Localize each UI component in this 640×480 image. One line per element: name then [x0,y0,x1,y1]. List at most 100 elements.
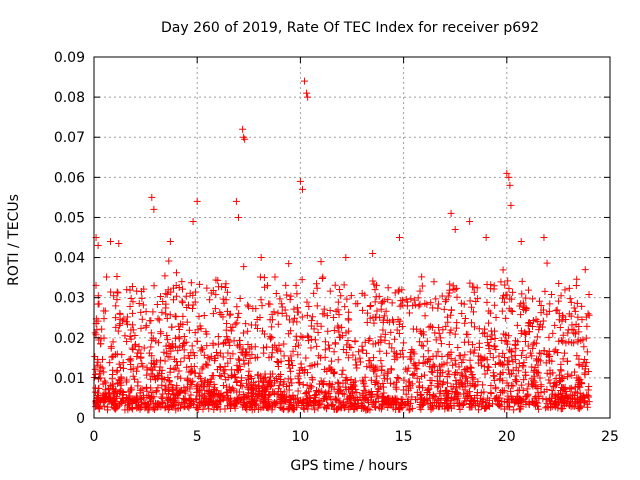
y-tick-label: 0.07 [54,130,85,146]
x-tick-label: 10 [291,429,309,445]
data-point [313,284,321,292]
data-point [510,406,518,414]
data-point [224,336,232,344]
data-point [427,299,435,307]
data-point [216,372,224,380]
data-point [100,402,108,410]
data-point [447,311,455,319]
data-point [178,297,186,305]
data-point [395,375,403,383]
data-point [384,395,392,403]
x-tick-label: 20 [498,429,516,445]
data-point [415,383,423,391]
data-point [465,388,473,396]
data-point [198,399,206,407]
data-point [567,298,575,306]
data-point [299,366,307,374]
data-point [101,396,109,404]
data-point [172,357,180,365]
data-point [174,347,182,355]
data-point [384,284,392,292]
data-point [413,365,421,373]
data-point [417,405,425,413]
data-point [305,303,313,311]
data-point [392,349,400,357]
y-tick-label: 0.04 [54,251,85,267]
data-point [344,315,352,323]
data-point [159,298,167,306]
data-point [205,405,213,413]
data-point [532,339,540,347]
data-point [572,282,580,290]
data-point [353,402,361,410]
data-point [514,338,522,346]
data-point [373,372,381,380]
data-point [548,387,556,395]
data-point [91,365,99,373]
data-point [210,400,218,408]
data-point [119,359,127,367]
data-point [470,283,478,291]
data-point [429,352,437,360]
data-point [507,201,515,209]
data-point [334,385,342,393]
data-point [321,338,329,346]
data-point [541,287,549,295]
data-point [427,322,435,330]
data-point [169,386,177,394]
y-tick-label: 0.02 [54,331,85,347]
data-point [583,348,591,356]
data-point [474,295,482,303]
data-point [560,394,568,402]
data-point [497,360,505,368]
data-point [504,277,512,285]
data-point [239,401,247,409]
data-point [537,350,545,358]
data-point [578,302,586,310]
data-point [519,347,527,355]
data-point [522,337,530,345]
data-point [238,349,246,357]
data-point [227,372,235,380]
data-point [582,334,590,342]
data-point [445,370,453,378]
data-point [483,281,491,289]
data-point [153,371,161,379]
data-point [437,340,445,348]
data-point [191,298,199,306]
data-point [328,357,336,365]
data-point [317,258,325,266]
data-point [301,77,309,85]
data-point [345,308,353,316]
data-point [144,402,152,410]
data-point [313,302,321,310]
data-point [241,135,249,143]
data-point [436,334,444,342]
data-point [449,282,457,290]
data-point [470,288,478,296]
data-point [173,292,181,300]
data-point [555,371,563,379]
data-point [488,331,496,339]
data-point [529,382,537,390]
data-point [535,326,543,334]
data-point [287,327,295,335]
data-point [183,318,191,326]
data-point [125,356,133,364]
data-point [501,281,509,289]
data-point [564,329,572,337]
data-point [549,383,557,391]
data-point [579,336,587,344]
data-point [334,306,342,314]
data-point [372,377,380,385]
data-point [371,402,379,410]
data-point [405,309,413,317]
data-point [559,338,567,346]
data-point [578,316,586,324]
data-point [109,352,117,360]
data-point [248,393,256,401]
data-point [455,363,463,371]
data-point [546,370,554,378]
data-point [112,399,120,407]
data-point [256,273,264,281]
